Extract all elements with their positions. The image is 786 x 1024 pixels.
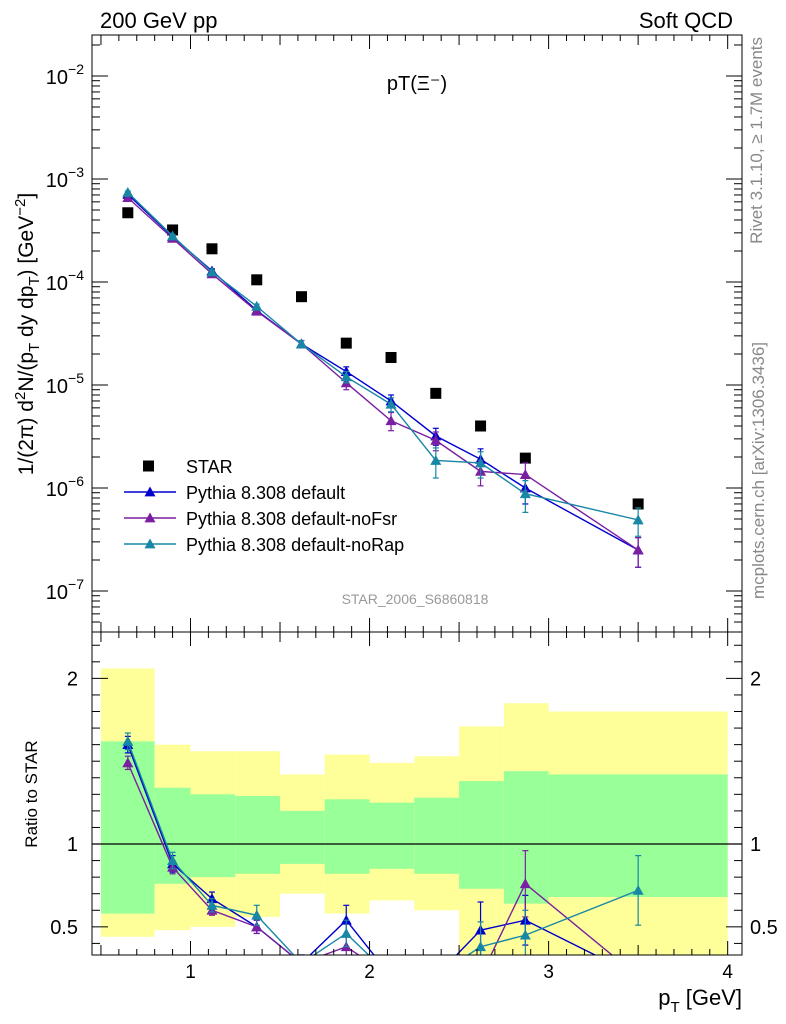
header-right: Soft QCD [639,8,733,33]
data-marker [167,230,179,241]
y-tick-label: 10−7 [46,576,84,604]
data-marker [386,971,397,981]
uncertainty-band-inner [235,795,281,874]
data-marker [633,971,644,981]
data-marker [385,415,397,426]
data-marker [206,266,218,277]
data-marker [632,498,644,510]
uncertainty-band-inner [369,802,415,869]
x-tick-label: 1 [185,962,196,983]
mcplots-label: mcplots.cern.ch [arXiv:1306.3436] [749,342,768,599]
rivet-label: Rivet 3.1.10, ≥ 1.7M events [747,37,766,244]
data-marker [632,544,644,555]
data-marker [340,337,352,349]
data-marker [206,899,218,910]
uncertainty-band-inner [190,794,236,878]
data-marker [122,207,134,219]
data-marker [251,921,263,932]
uncertainty-band-inner [324,799,370,874]
y-tick-label: 10−3 [46,164,84,192]
legend: STAR Pythia 8.308 default Pythia 8.308 def… [124,457,404,555]
data-marker [385,398,397,409]
data-marker [519,878,531,889]
ratio-panel: 1 2 3 4 0.5 0.5 1 1 2 2 Ratio to STAR pT [GeV] [22,631,778,1016]
data-marker [251,274,263,286]
main-panel: 10−7 10−6 10−5 10−4 10−3 10−2 pT(Ξ⁻) STAR_200… [12,34,743,633]
legend-marker [143,460,154,472]
data-marker [251,300,263,311]
data-marker [340,371,352,382]
data-marker [122,186,134,197]
y-tick-label: 10−6 [46,473,84,501]
data-marker [632,884,644,895]
data-marker [430,454,442,465]
y-tick-label: 2 [750,668,761,690]
data-marker [519,929,531,940]
header-left: 200 GeV pp [100,8,217,33]
data-marker [122,735,134,746]
main-y-axis-label: 1/(2π) d2N/(pT dy dpT) [GeV−2] [12,193,43,475]
uncertainty-band-inner [414,797,460,874]
main-title: pT(Ξ⁻) [387,73,447,95]
data-marker [144,486,156,497]
x-tick-label: 3 [543,962,554,983]
y-tick-label: 0.5 [50,917,78,939]
data-marker [430,971,441,981]
data-marker [430,971,441,981]
y-tick-label: 1 [750,834,761,856]
data-marker [519,488,531,499]
y-tick-label: 10−4 [46,267,84,295]
data-marker [430,387,442,399]
data-marker [144,538,156,549]
data-marker [167,855,179,865]
data-marker [430,971,441,981]
data-marker [167,224,179,236]
data-marker [296,958,307,968]
y-tick-label: 0.5 [750,917,778,939]
uncertainty-band-inner [459,781,504,889]
legend-label: Pythia 8.308 default-noFsr [186,509,397,529]
data-marker [340,927,352,938]
data-marker [296,958,307,968]
data-marker [475,457,487,468]
data-marker [632,514,644,525]
data-marker [386,971,397,981]
watermark: STAR_2006_S6860818 [342,591,489,607]
data-marker [122,192,134,202]
x-tick-label: 4 [722,962,733,983]
data-marker [206,243,218,255]
x-axis-label: pT [GeV] [658,985,742,1016]
data-marker [296,291,308,303]
data-marker [633,971,644,981]
data-marker [475,420,487,432]
legend-label: STAR [186,457,233,477]
x-tick-label: 2 [364,962,375,983]
data-marker [430,434,442,445]
ratio-y-axis-label: Ratio to STAR [22,740,41,847]
y-tick-label: 1 [67,834,78,856]
data-marker [519,452,531,464]
legend-label: Pythia 8.308 default [186,483,345,503]
data-marker [122,757,134,768]
data-marker [296,958,307,968]
y-tick-label: 10−5 [46,370,84,398]
data-marker [296,338,308,349]
data-marker [475,941,487,952]
legend-label: Pythia 8.308 default-noRap [186,535,404,555]
y-tick-label: 10−2 [46,61,84,89]
data-marker [144,512,156,523]
data-marker [386,971,397,981]
data-marker [251,909,263,920]
data-marker [519,469,531,479]
ratio-plot-frame [91,631,743,956]
uncertainty-band-inner [280,810,325,864]
data-marker [385,351,397,363]
y-tick-label: 2 [67,668,78,690]
data-marker [475,971,486,981]
